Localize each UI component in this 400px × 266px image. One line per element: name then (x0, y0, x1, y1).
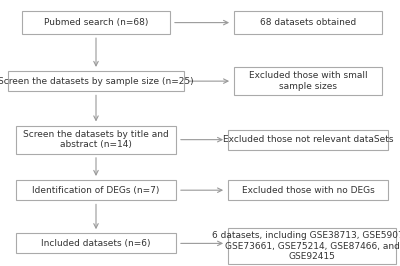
Text: Excluded those with no DEGs: Excluded those with no DEGs (242, 186, 374, 195)
Text: 68 datasets obtained: 68 datasets obtained (260, 18, 356, 27)
Text: Screen the datasets by sample size (n=25): Screen the datasets by sample size (n=25… (0, 77, 194, 86)
Text: Pubmed search (n=68): Pubmed search (n=68) (44, 18, 148, 27)
Text: 6 datasets, including GSE38713, GSE59071,
GSE73661, GSE75214, GSE87466, and
GSE9: 6 datasets, including GSE38713, GSE59071… (212, 231, 400, 261)
Text: Screen the datasets by title and
abstract (n=14): Screen the datasets by title and abstrac… (23, 130, 169, 149)
Text: Excluded those not relevant dataSets: Excluded those not relevant dataSets (223, 135, 393, 144)
Text: Identification of DEGs (n=7): Identification of DEGs (n=7) (32, 186, 160, 195)
Text: Included datasets (n=6): Included datasets (n=6) (41, 239, 151, 248)
Text: Excluded those with small
sample sizes: Excluded those with small sample sizes (249, 72, 367, 91)
